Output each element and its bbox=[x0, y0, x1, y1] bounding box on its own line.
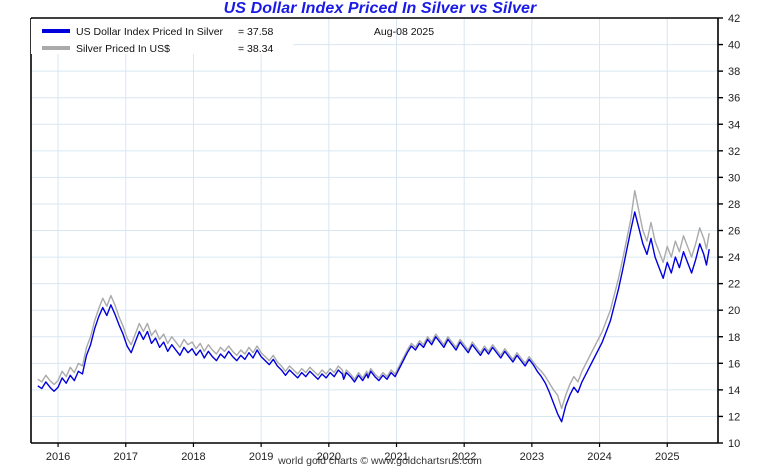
legend-label-silver: Silver Priced In US$ bbox=[76, 43, 170, 55]
y-axis-ticks: 10 12 14 16 18 20 22 24 26 28 30 32 34 36 38 40 42 bbox=[718, 13, 740, 450]
x-tick-label: 2019 bbox=[249, 451, 273, 463]
as-of-date-label: Aug-08 2025 bbox=[374, 26, 434, 38]
y-tick-label: 40 bbox=[728, 40, 740, 52]
x-tick-label: 2025 bbox=[655, 451, 679, 463]
series-layer bbox=[37, 189, 710, 423]
x-tick-label: 2016 bbox=[46, 451, 70, 463]
x-tick-label: 2017 bbox=[114, 451, 138, 463]
y-tick-label: 16 bbox=[728, 358, 740, 370]
x-tick-label: 2024 bbox=[587, 451, 611, 463]
y-tick-label: 18 bbox=[728, 332, 740, 344]
chart-footer-credit: world gold charts © www.goldchartsrus.co… bbox=[278, 455, 482, 467]
legend-label-usd-index: US Dollar Index Priced In Silver bbox=[76, 26, 224, 38]
legend-background bbox=[31, 19, 293, 54]
x-tick-label: 2020 bbox=[317, 451, 341, 463]
legend: US Dollar Index Priced In Silver = 37.58… bbox=[31, 19, 293, 55]
chart-title: US Dollar Index Priced In Silver vs Silv… bbox=[223, 0, 537, 17]
y-tick-label: 24 bbox=[728, 252, 740, 264]
legend-value-silver: = 38.34 bbox=[238, 43, 273, 55]
y-tick-label: 26 bbox=[728, 226, 740, 238]
y-tick-label: 42 bbox=[728, 13, 740, 25]
legend-value-usd-index: = 37.58 bbox=[238, 26, 273, 38]
y-tick-label: 14 bbox=[728, 385, 740, 397]
y-tick-label: 28 bbox=[728, 199, 740, 211]
x-tick-label: 2021 bbox=[384, 451, 408, 463]
y-tick-label: 12 bbox=[728, 411, 740, 423]
x-tick-label: 2023 bbox=[520, 451, 544, 463]
y-tick-label: 10 bbox=[728, 438, 740, 450]
x-tick-label: 2022 bbox=[452, 451, 476, 463]
y-tick-label: 30 bbox=[728, 172, 740, 184]
y-tick-label: 22 bbox=[728, 279, 740, 291]
y-tick-label: 32 bbox=[728, 146, 740, 158]
y-tick-label: 36 bbox=[728, 93, 740, 105]
y-tick-label: 38 bbox=[728, 66, 740, 78]
y-tick-label: 34 bbox=[728, 119, 740, 131]
plot-frame bbox=[30, 17, 719, 444]
grid-layer bbox=[31, 18, 718, 443]
y-tick-label: 20 bbox=[728, 305, 740, 317]
x-tick-label: 2018 bbox=[181, 451, 205, 463]
x-axis-ticks: 2016 2017 2018 2019 2020 2021 2022 2023 2024 2025 bbox=[46, 443, 679, 463]
